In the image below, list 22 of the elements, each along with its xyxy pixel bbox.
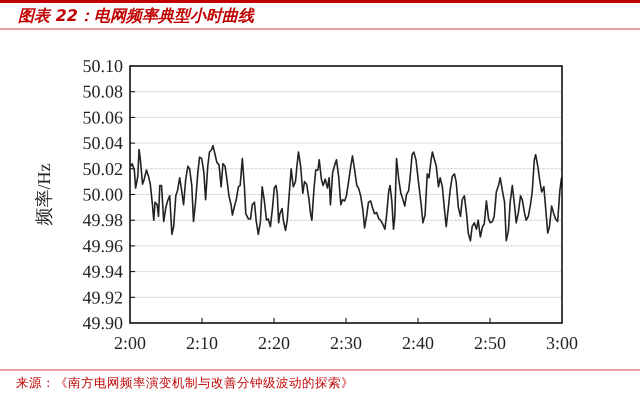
x-tick-label: 2:20 (258, 333, 290, 353)
y-tick-label: 49.90 (82, 313, 123, 333)
chart-title: 图表 22：电网频率典型小时曲线 (18, 6, 255, 25)
y-tick-label: 49.92 (82, 287, 123, 308)
x-tick-label: 2:40 (402, 333, 434, 353)
x-tick-label: 2:00 (114, 333, 146, 353)
y-tick-label: 50.06 (82, 107, 123, 128)
y-tick-label: 50.04 (82, 133, 123, 154)
y-axis-title: 频率/Hz (34, 164, 54, 226)
x-tick-label: 2:30 (330, 333, 362, 353)
line-series (130, 144, 562, 242)
y-tick-label: 50.00 (82, 184, 123, 204)
x-tick-label: 3:00 (546, 333, 578, 353)
y-tick-label: 49.96 (82, 236, 123, 256)
x-tick-label: 2:10 (186, 333, 218, 353)
y-tick-label: 49.94 (82, 262, 123, 282)
x-tick-label: 2:50 (474, 333, 506, 353)
y-tick-label: 50.02 (82, 158, 123, 179)
y-tick-label: 50.08 (82, 82, 123, 102)
y-tick-label: 49.98 (82, 210, 123, 230)
y-tick-label: 50.10 (82, 56, 123, 76)
source-note: 来源：《南方电网频率演变机制与改善分钟级波动的探索》 (16, 375, 354, 390)
